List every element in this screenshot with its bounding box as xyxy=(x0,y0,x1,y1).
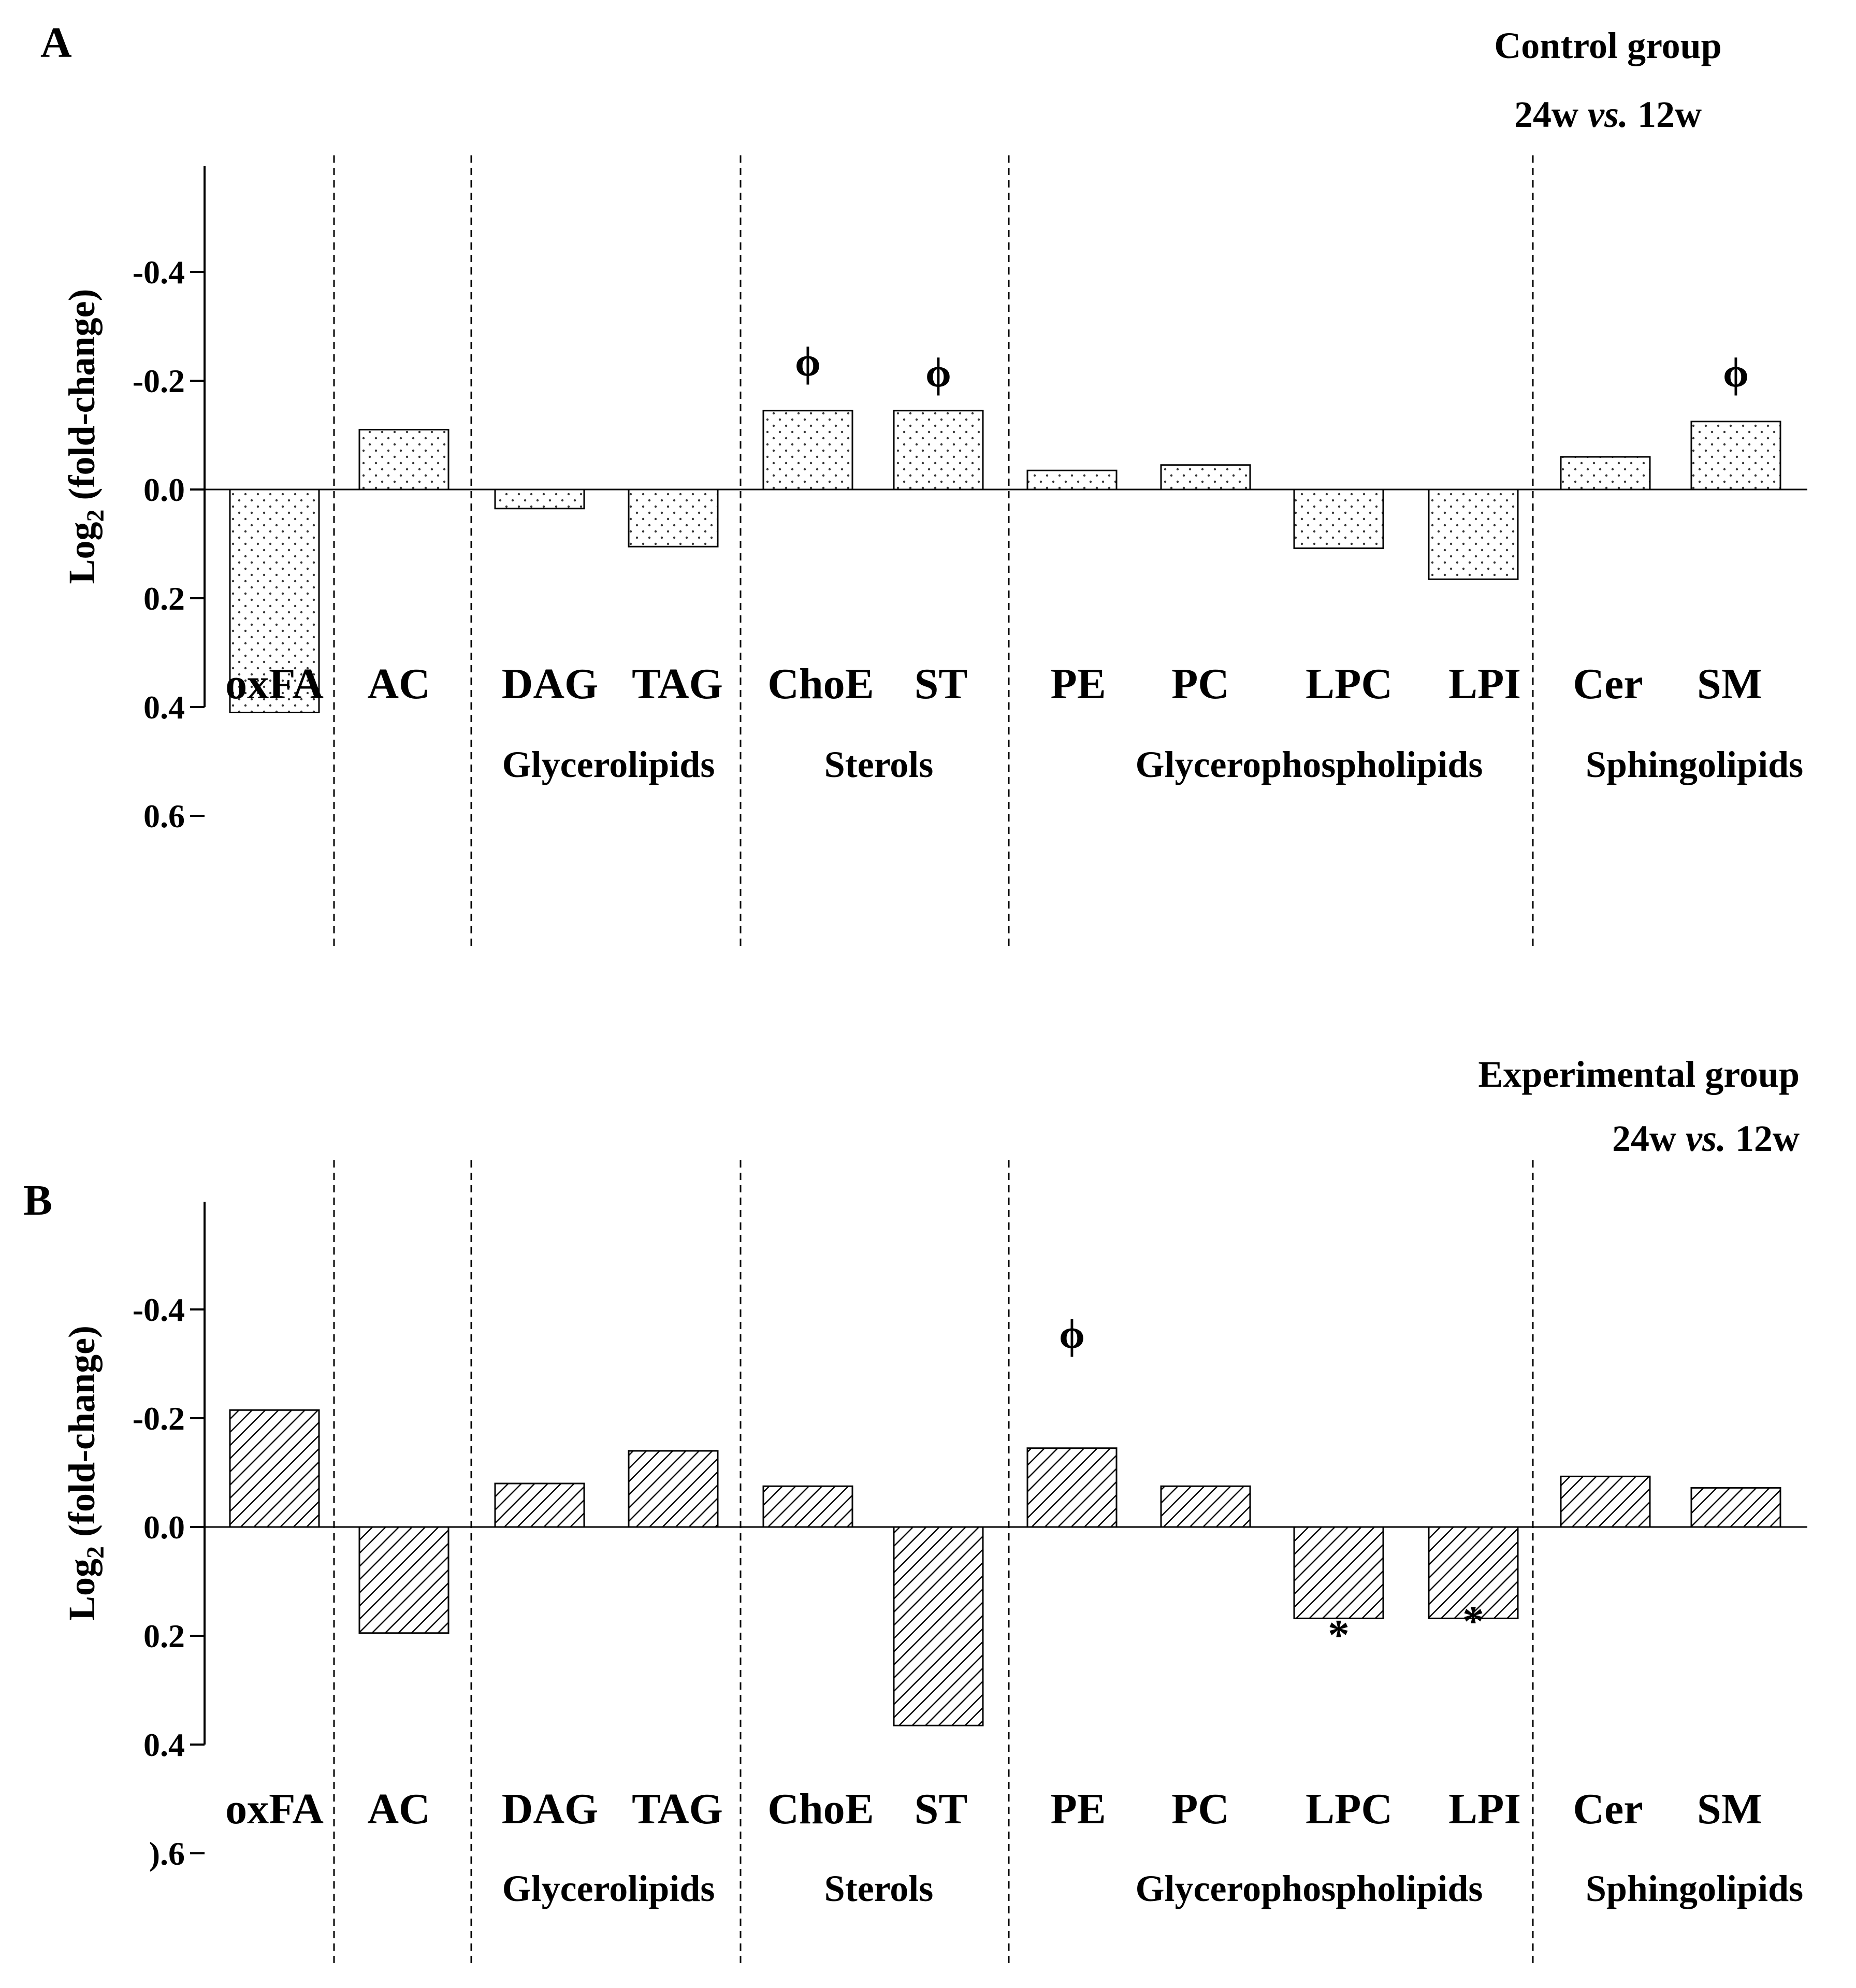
category-label-st: ST xyxy=(915,660,968,708)
bar-oxfa xyxy=(229,488,320,713)
group-label-glycerophospholipids: Glycerophospholipids xyxy=(1136,744,1483,785)
category-label-lpi: LPI xyxy=(1448,1785,1521,1833)
panel-subtitle: 24w vs. 12w xyxy=(1612,1118,1800,1159)
category-label-pe: PE xyxy=(1050,660,1106,708)
y-tick-label: 0.6 xyxy=(143,798,185,834)
category-label-tag: TAG xyxy=(632,1785,723,1833)
panel-a-control-group: A Control group 24w vs. 12w Log2 (fold-chan… xyxy=(40,19,1807,948)
y-tick-label: -0.4 xyxy=(133,1291,185,1328)
y-axis-label: Log2 (fold-change) xyxy=(61,1326,109,1621)
y-tick-label: -0.4 xyxy=(133,254,185,291)
category-label-pe: PE xyxy=(1050,1785,1106,1833)
y-label-subscript: 2 xyxy=(82,509,109,522)
significance-marker: * xyxy=(1328,1611,1350,1659)
bar-lpi xyxy=(1428,1526,1519,1619)
category-label-dag: DAG xyxy=(502,1785,599,1833)
significance-marker: ϕ xyxy=(925,351,951,396)
category-label-cer: Cer xyxy=(1573,660,1643,708)
category-label-oxfa: oxFA xyxy=(225,660,324,708)
subtitle-part: 24w xyxy=(1612,1118,1686,1159)
y-tick-label: 0.0 xyxy=(143,471,185,508)
category-label-tag: TAG xyxy=(632,660,723,708)
category-label-lpc: LPC xyxy=(1306,660,1393,708)
group-label-glycerophospholipids: Glycerophospholipids xyxy=(1136,1868,1483,1909)
group-label-sphingolipids: Sphingolipids xyxy=(1586,744,1803,785)
y-label-subscript: 2 xyxy=(82,1546,109,1559)
panel-b-experimental-group: B Experimental group 24w vs. 12w Log2 (fold… xyxy=(23,1054,1807,1963)
significance-marker: * xyxy=(1462,1597,1484,1646)
bar-dag xyxy=(494,1482,585,1528)
bar-lpc xyxy=(1293,488,1384,549)
group-label-glycerolipids: Glycerolipids xyxy=(502,744,715,785)
y-tick-label: -0.2 xyxy=(133,363,185,399)
group-label-sterols: Sterols xyxy=(824,744,934,785)
category-label-pc: PC xyxy=(1171,660,1229,708)
category-label-ac: AC xyxy=(367,660,430,708)
category-label-choe: ChoE xyxy=(767,660,874,708)
y-tick-label: -0.2 xyxy=(133,1400,185,1437)
group-label-sterols: Sterols xyxy=(824,1868,934,1909)
category-label-cer: Cer xyxy=(1573,1785,1643,1833)
category-label-st: ST xyxy=(915,1785,968,1833)
bar-oxfa xyxy=(229,1409,320,1528)
panel-title: Experimental group xyxy=(1478,1054,1800,1095)
panel-letter: A xyxy=(40,19,72,67)
y-tick-label: 0.0 xyxy=(143,1509,185,1546)
subtitle-part: 12w xyxy=(1726,1118,1800,1159)
bar-sm xyxy=(1690,421,1781,491)
y-tick-label: 0.2 xyxy=(143,1618,185,1654)
bar-choe xyxy=(762,1485,853,1528)
category-label-choe: ChoE xyxy=(767,1785,874,1833)
panel-letter: B xyxy=(23,1176,52,1225)
y-label-main: Log xyxy=(61,522,103,584)
significance-marker: ϕ xyxy=(1723,351,1749,396)
y-axis-label: Log2 (fold-change) xyxy=(61,289,109,584)
subtitle-part: 24w xyxy=(1514,94,1588,135)
y-tick-label: 0.2 xyxy=(143,580,185,617)
y-label-rest: (fold-change) xyxy=(61,289,103,510)
y-tick-label: 0.4 xyxy=(143,1726,185,1763)
category-label-sm: SM xyxy=(1697,660,1762,708)
bar-dag xyxy=(494,488,585,510)
bar-ac xyxy=(358,1526,450,1634)
group-label-glycerolipids: Glycerolipids xyxy=(502,1868,715,1909)
bar-tag xyxy=(628,488,719,548)
category-label-oxfa: oxFA xyxy=(225,1785,324,1833)
y-label-rest: (fold-change) xyxy=(61,1326,103,1546)
bar-sm xyxy=(1690,1487,1781,1528)
significance-marker: ϕ xyxy=(1059,1312,1085,1358)
category-label-ac: AC xyxy=(367,1785,430,1833)
bar-st xyxy=(893,410,984,491)
bar-pe xyxy=(1026,1447,1118,1528)
y-tick-label: 0.4 xyxy=(143,689,185,726)
bar-ac xyxy=(358,429,450,491)
subtitle-part: 12w xyxy=(1628,94,1702,135)
subtitle-part: vs. xyxy=(1588,94,1628,135)
category-label-pc: PC xyxy=(1171,1785,1229,1833)
bar-st xyxy=(893,1526,984,1726)
category-label-dag: DAG xyxy=(502,660,599,708)
bar-lpi xyxy=(1428,488,1519,580)
subtitle-part: vs. xyxy=(1686,1118,1726,1159)
group-label-sphingolipids: Sphingolipids xyxy=(1586,1868,1803,1909)
bar-pe xyxy=(1026,469,1118,491)
category-label-sm: SM xyxy=(1697,1785,1762,1833)
panel-title: Control group xyxy=(1494,25,1721,66)
bar-pc xyxy=(1160,1485,1251,1528)
y-tick-label: ).6 xyxy=(149,1835,185,1872)
bar-lpc xyxy=(1293,1526,1384,1619)
bar-pc xyxy=(1160,464,1251,491)
significance-marker: ϕ xyxy=(795,340,821,385)
panel-subtitle: 24w vs. 12w xyxy=(1514,94,1702,135)
category-label-lpi: LPI xyxy=(1448,660,1521,708)
bar-cer xyxy=(1560,456,1651,491)
y-label-main: Log xyxy=(61,1559,103,1621)
bar-choe xyxy=(762,410,853,491)
bar-tag xyxy=(628,1450,719,1528)
bar-cer xyxy=(1560,1475,1651,1528)
category-label-lpc: LPC xyxy=(1306,1785,1393,1833)
